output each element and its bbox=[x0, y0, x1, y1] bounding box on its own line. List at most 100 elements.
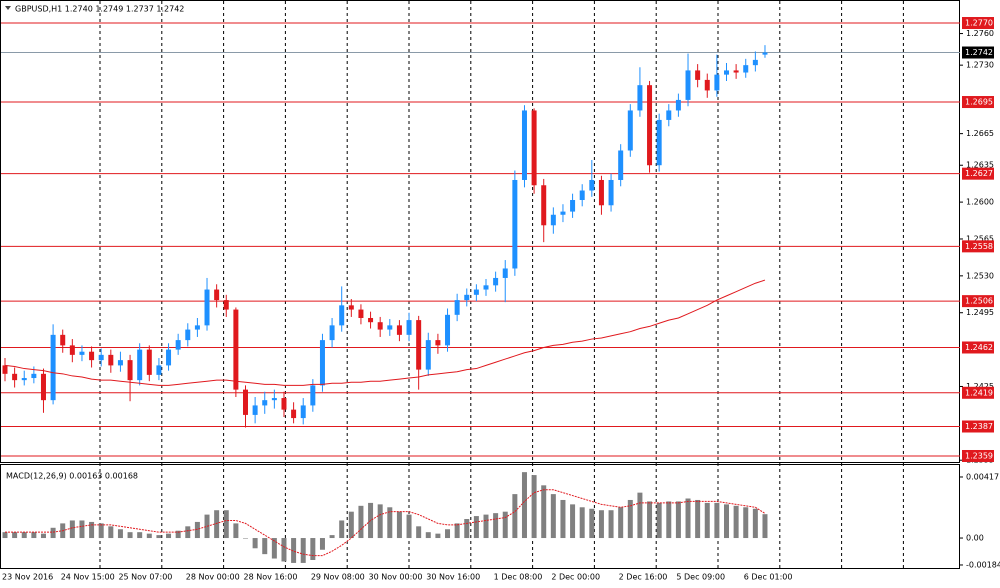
candle-body bbox=[214, 289, 220, 301]
candle-body bbox=[271, 398, 277, 401]
macd-bar bbox=[416, 526, 422, 539]
candle-body bbox=[396, 325, 402, 335]
y-tick-label: 1.2760 bbox=[966, 29, 994, 38]
macd-bar bbox=[2, 532, 8, 539]
candle-body bbox=[358, 309, 364, 318]
y-tick-label: 1.2565 bbox=[966, 234, 994, 243]
macd-bar bbox=[348, 511, 354, 539]
price-panel-frame bbox=[0, 0, 960, 463]
macd-bar bbox=[108, 526, 114, 539]
macd-bar bbox=[31, 532, 37, 539]
candle-body bbox=[656, 119, 662, 166]
y-tick-label: 1.2530 bbox=[966, 271, 994, 280]
macd-bar bbox=[50, 527, 56, 539]
macd-bar bbox=[252, 538, 258, 549]
candle-body bbox=[541, 185, 547, 226]
x-tick-label: 29 Nov 08:00 bbox=[311, 573, 365, 582]
candle-body bbox=[387, 325, 393, 330]
candle-body bbox=[531, 110, 537, 186]
macd-bar bbox=[12, 532, 18, 539]
macd-bar bbox=[627, 499, 633, 539]
macd-bar bbox=[752, 508, 758, 539]
level-label: 1.2558 bbox=[965, 242, 993, 251]
candle-body bbox=[89, 351, 95, 361]
candle-body bbox=[627, 110, 633, 151]
macd-signal bbox=[5, 489, 766, 557]
x-tick-label: 28 Nov 00:00 bbox=[186, 573, 240, 582]
macd-bar bbox=[291, 538, 297, 563]
candle-body bbox=[262, 400, 268, 406]
candle-body bbox=[637, 85, 643, 111]
macd-y-tick-label: 0.00 bbox=[966, 534, 984, 543]
macd-bar bbox=[204, 514, 210, 539]
candle-body bbox=[675, 99, 681, 111]
candle-body bbox=[377, 322, 383, 330]
candle-body bbox=[368, 317, 374, 323]
macd-bar bbox=[656, 502, 662, 539]
candle-body bbox=[752, 59, 758, 66]
candle-body bbox=[233, 309, 239, 390]
vertical-grid bbox=[99, 1, 904, 568]
macd-bar bbox=[502, 511, 508, 539]
candle-body bbox=[666, 110, 672, 120]
macd-bar bbox=[194, 521, 200, 539]
macd-y-tick-label: -0.00184 bbox=[966, 560, 1000, 569]
candle-body bbox=[252, 405, 258, 415]
candle-body bbox=[339, 305, 345, 326]
macd-bar bbox=[560, 499, 566, 539]
macd-bar bbox=[724, 504, 729, 539]
y-tick-label: 1.2495 bbox=[966, 308, 994, 317]
level-label: 1.2627 bbox=[965, 169, 993, 178]
macd-bar bbox=[69, 520, 75, 539]
macd-bar bbox=[166, 533, 172, 539]
macd-bar bbox=[300, 538, 306, 563]
x-tick-label: 2 Dec 00:00 bbox=[551, 573, 600, 582]
macd-bar bbox=[541, 485, 547, 539]
candle-body bbox=[12, 373, 18, 381]
candle-body bbox=[493, 277, 499, 286]
macd-bar bbox=[762, 514, 768, 539]
candle-body bbox=[589, 179, 595, 191]
macd-bar bbox=[117, 529, 123, 539]
macd-bar bbox=[493, 513, 499, 539]
level-label-box bbox=[962, 240, 994, 253]
macd-bar bbox=[146, 533, 152, 539]
macd-bar bbox=[329, 535, 335, 539]
level-label-box bbox=[962, 386, 994, 399]
macd-bar bbox=[589, 508, 595, 539]
macd-bar bbox=[319, 538, 325, 550]
candle-body bbox=[329, 325, 335, 341]
macd-bar bbox=[435, 533, 441, 539]
candle-body bbox=[608, 179, 614, 206]
candle-body bbox=[464, 294, 470, 301]
candle-body bbox=[618, 150, 624, 180]
candle-body bbox=[416, 320, 422, 370]
candle-body bbox=[695, 70, 701, 80]
level-label-box bbox=[962, 96, 994, 109]
candle-body bbox=[762, 52, 768, 55]
macd-bar bbox=[271, 538, 277, 559]
y-tick-label: 1.2600 bbox=[966, 198, 994, 207]
candle-body bbox=[521, 110, 527, 180]
last-price-label: 1.2742 bbox=[965, 48, 993, 57]
level-label: 1.2695 bbox=[965, 98, 993, 107]
symbol-icon bbox=[5, 6, 11, 10]
macd-bar bbox=[175, 530, 181, 539]
candle-body bbox=[704, 79, 710, 91]
level-label: 1.2419 bbox=[965, 388, 993, 397]
macd-panel-frame bbox=[0, 464, 960, 569]
x-tick-label: 5 Dec 09:00 bbox=[676, 573, 725, 582]
candle-body bbox=[560, 211, 566, 215]
y-tick-label: 1.2635 bbox=[966, 161, 994, 170]
level-label-box bbox=[962, 17, 994, 30]
candle-body bbox=[291, 409, 297, 419]
candle-body bbox=[714, 74, 720, 91]
candle-body bbox=[647, 85, 653, 166]
macd-bar bbox=[454, 523, 460, 539]
macd-bar bbox=[358, 505, 364, 539]
candle-body bbox=[724, 70, 729, 75]
macd-bar bbox=[743, 507, 749, 539]
candle-body bbox=[194, 325, 200, 330]
macd-bar bbox=[666, 501, 672, 539]
macd-bar bbox=[89, 521, 95, 539]
